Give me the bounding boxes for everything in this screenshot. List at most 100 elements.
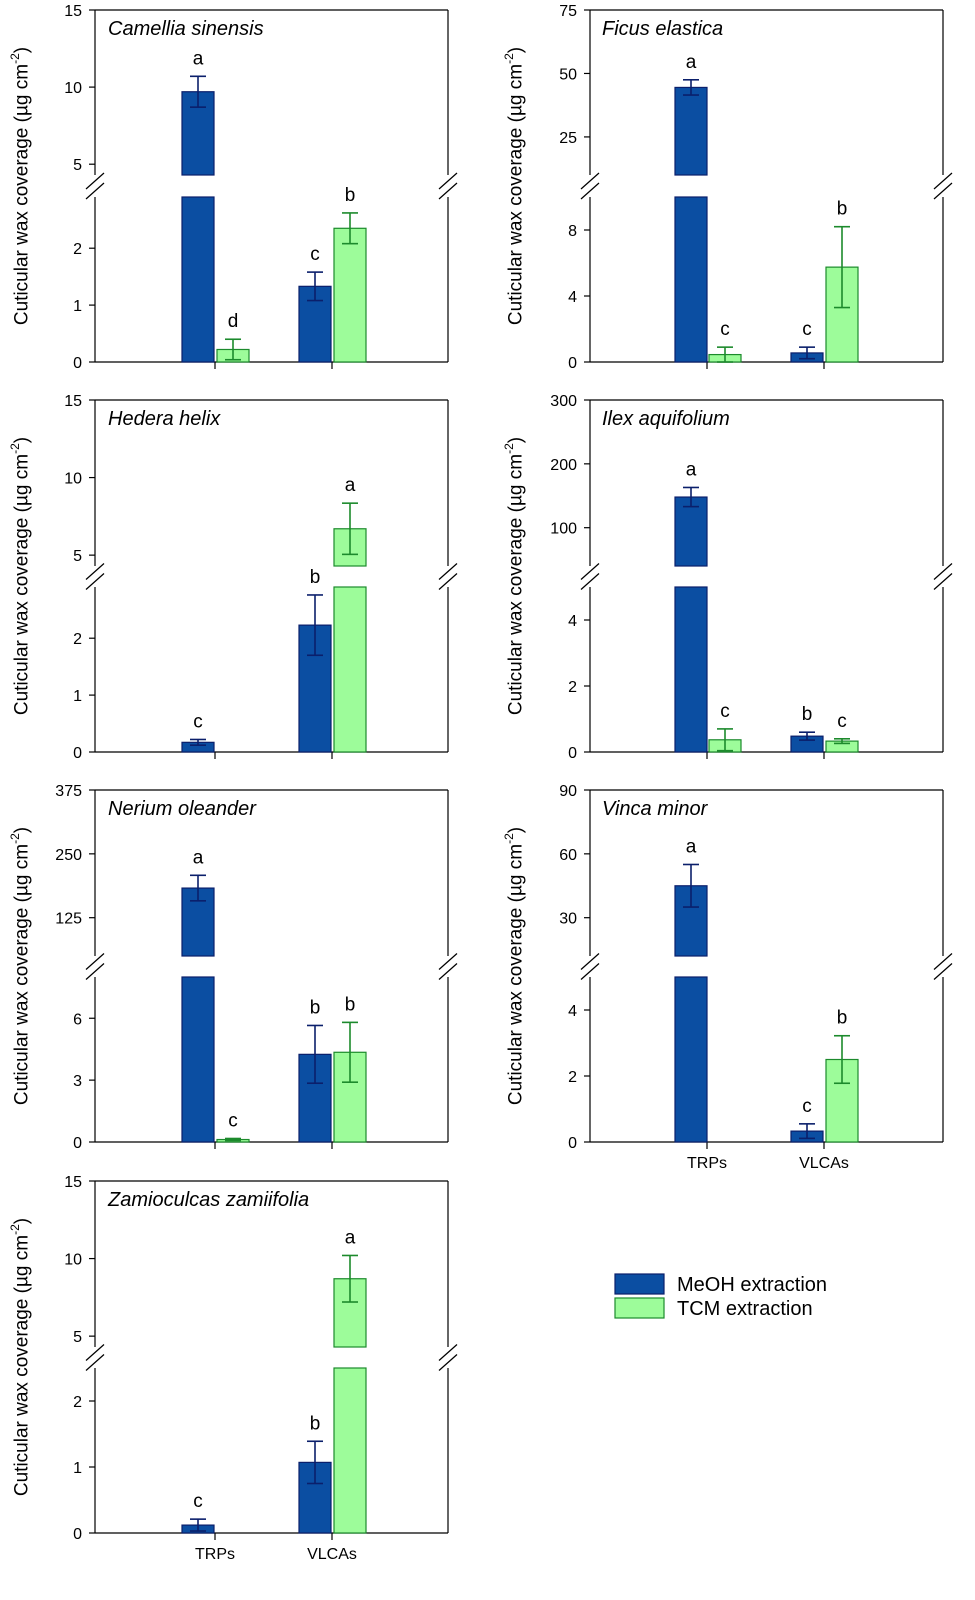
- axis-break-mark-left: [85, 573, 105, 590]
- axis-break-mark-left: [85, 963, 105, 980]
- y-axis-label-superscript: -2: [8, 1224, 22, 1235]
- y-tick-label: 1: [73, 298, 82, 315]
- y-tick-label: 2: [73, 1394, 82, 1411]
- chart-panel-3: 0 1 2 5 10 15 Hedera helix Cuticular wax covera…: [8, 393, 458, 762]
- chart-panel-4: 0 2 4 100 200 300 Ilex aquifolium Cuticular wax…: [502, 393, 953, 762]
- y-tick-label: 250: [55, 847, 82, 864]
- panel-title: Nerium oleander: [108, 798, 257, 820]
- y-tick-label: 15: [64, 393, 82, 410]
- y-axis-label-superscript: -2: [8, 833, 22, 844]
- y-axis-label-superscript: -2: [502, 53, 516, 64]
- chart-panel-1: 0 1 2 5 10 15 Camellia sinensis Cuticular wax c…: [8, 3, 458, 372]
- y-tick-label: 10: [64, 1252, 82, 1269]
- axis-break-mark-right: [933, 953, 953, 970]
- y-tick-label: 4: [568, 613, 577, 630]
- bar-meoh-trps-lower: [181, 196, 215, 363]
- y-tick-label: 200: [550, 457, 577, 474]
- axis-break-mark-right: [933, 172, 953, 190]
- axis-break-mark-left: [580, 172, 600, 190]
- y-tick-label: 2: [568, 679, 577, 696]
- y-tick-label: 2: [568, 1069, 577, 1086]
- legend-swatch-tcm: [614, 1297, 665, 1319]
- y-tick-label: 125: [55, 911, 82, 928]
- axis-break-mark-left: [580, 953, 600, 970]
- y-tick-label: 375: [55, 783, 82, 800]
- x-tick-label: VLCAs: [307, 1546, 357, 1563]
- significance-letter: b: [310, 997, 321, 1018]
- axis-break-mark-left: [580, 573, 600, 590]
- bar-meoh-trps-upper: [181, 91, 215, 176]
- y-tick-label: 0: [568, 355, 577, 372]
- axis-break-mark-left: [85, 172, 105, 190]
- y-tick-label: 8: [568, 223, 577, 240]
- axis-break-mark-right: [438, 573, 458, 590]
- chart-panel-2: 0 4 8 25 50 75 Ficus elastica Cuticular wax cov…: [502, 3, 953, 372]
- panel-title: Vinca minor: [602, 798, 709, 820]
- significance-letter: b: [837, 1008, 848, 1029]
- y-tick-label: 2: [73, 631, 82, 648]
- y-tick-label: 30: [559, 911, 577, 928]
- legend-swatch-meoh: [614, 1273, 665, 1295]
- bar-meoh-vlcas: [298, 285, 332, 363]
- significance-letter: b: [802, 704, 813, 725]
- significance-letter: b: [345, 994, 356, 1015]
- y-tick-label: 100: [550, 521, 577, 538]
- chart-panel-5: 0 3 6 125 250 375 Nerium oleander Cuticular wax…: [8, 783, 458, 1152]
- axis-break-mark-left: [85, 1344, 105, 1361]
- y-tick-label: 0: [73, 355, 82, 372]
- y-tick-label: 15: [64, 3, 82, 20]
- legend: MeOH extraction TCM extraction: [614, 1273, 827, 1320]
- significance-letter: c: [193, 1491, 203, 1512]
- significance-letter: c: [837, 711, 847, 732]
- y-tick-label: 1: [73, 1460, 82, 1477]
- y-axis-label: Cuticular wax coverage (µg cm-2): [8, 827, 33, 1105]
- y-axis-label: Cuticular wax coverage (µg cm-2): [8, 47, 33, 325]
- axis-break-mark-right: [438, 182, 458, 200]
- significance-letter: a: [345, 475, 356, 496]
- axis-break-mark-right: [933, 573, 953, 590]
- y-tick-label: 0: [73, 1526, 82, 1543]
- panel-title: Ficus elastica: [602, 18, 723, 40]
- bar-tcm-vlcas: [333, 227, 367, 363]
- y-tick-label: 0: [568, 1135, 577, 1152]
- axis-break-mark-left: [580, 963, 600, 980]
- axis-break-mark-right: [438, 1354, 458, 1371]
- axis-break-mark-right: [438, 563, 458, 580]
- y-axis-label: Cuticular wax coverage (µg cm-2): [502, 437, 527, 715]
- axis-break-mark-right: [438, 1344, 458, 1361]
- x-tick-label: VLCAs: [799, 1155, 849, 1172]
- axis-break-mark-right: [438, 172, 458, 190]
- y-tick-label: 3: [73, 1073, 82, 1090]
- axis-break-mark-left: [85, 953, 105, 970]
- y-tick-label: 0: [73, 745, 82, 762]
- panel-title: Ilex aquifolium: [602, 408, 730, 430]
- bar-meoh-trps-lower: [674, 196, 708, 363]
- significance-letter: c: [802, 1096, 812, 1117]
- axis-break-mark-right: [933, 182, 953, 200]
- panel-title: Hedera helix: [108, 408, 221, 430]
- y-tick-label: 10: [64, 471, 82, 488]
- y-tick-label: 10: [64, 80, 82, 97]
- y-tick-label: 0: [73, 1135, 82, 1152]
- y-tick-label: 25: [559, 130, 577, 147]
- bar-tcm-vlcas-lower: [333, 586, 367, 753]
- significance-letter: c: [193, 711, 203, 732]
- significance-letter: b: [310, 567, 321, 588]
- y-tick-label: 75: [559, 3, 577, 20]
- y-axis-label: Cuticular wax coverage (µg cm-2): [502, 827, 527, 1105]
- y-axis-label-superscript: -2: [8, 53, 22, 64]
- x-tick-label: TRPs: [195, 1546, 235, 1563]
- y-tick-label: 5: [73, 1329, 82, 1346]
- axis-break-mark-right: [933, 563, 953, 580]
- axis-break-mark-right: [933, 963, 953, 980]
- significance-letter: c: [720, 701, 730, 722]
- axis-break-mark-left: [580, 182, 600, 200]
- y-tick-label: 5: [73, 548, 82, 565]
- y-tick-label: 15: [64, 1174, 82, 1191]
- y-tick-label: 0: [568, 745, 577, 762]
- chart-panel-6: 0 2 4 30 60 90 TRPs VLCAs Vinca minor Cuticular w…: [502, 783, 953, 1172]
- y-tick-label: 2: [73, 241, 82, 258]
- axis-break-mark-left: [85, 1354, 105, 1371]
- panel-title: Camellia sinensis: [108, 18, 264, 40]
